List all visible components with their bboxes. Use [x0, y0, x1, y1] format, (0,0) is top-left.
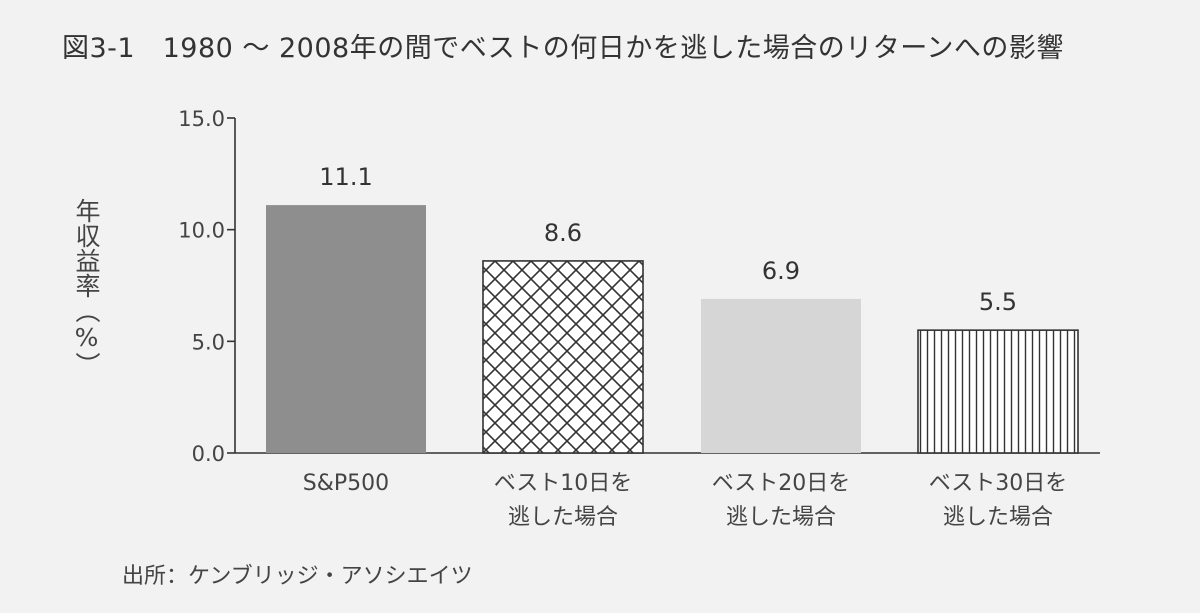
data-label: 8.6: [544, 219, 582, 247]
bar: [266, 205, 426, 453]
data-label: 11.1: [319, 163, 372, 191]
x-tick-label: ベスト30日を: [929, 471, 1067, 496]
data-label: 6.9: [762, 257, 800, 285]
x-tick-label: 逃した場合: [943, 505, 1053, 530]
x-tick-label: S&P500: [303, 471, 389, 496]
bar: [701, 298, 861, 453]
chart-title: 図3-1 1980 ～ 2008年の間でベストの何日かを逃した場合のリターンへの…: [62, 33, 1064, 64]
data-label: 5.5: [979, 288, 1017, 316]
bar: [917, 329, 1079, 454]
y-tick-label: 5.0: [192, 330, 225, 354]
bar: [482, 260, 644, 454]
y-tick-label: 0.0: [192, 442, 225, 466]
x-tick-label: 逃した場合: [508, 505, 618, 530]
source-note: 出所：ケンブリッジ・アソシエイツ: [122, 564, 473, 589]
y-tick-label: 10.0: [178, 219, 225, 243]
x-tick-label: ベスト10日を: [494, 471, 632, 496]
y-tick-label: 15.0: [178, 107, 225, 131]
x-tick-label: 逃した場合: [726, 505, 836, 530]
y-axis-label: 年収益率（%）: [72, 198, 101, 377]
x-tick-label: ベスト20日を: [712, 471, 850, 496]
